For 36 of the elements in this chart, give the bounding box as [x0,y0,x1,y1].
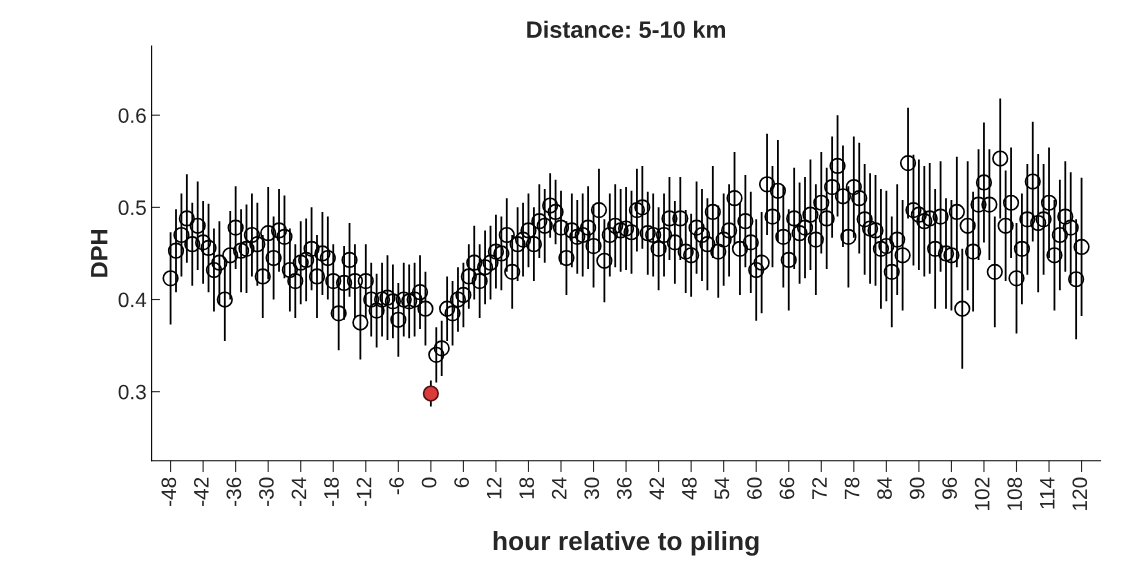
x-tick-label: 54 [714,477,730,500]
x-tick-label: 36 [616,477,632,500]
x-tick-label: 0 [421,477,437,488]
x-tick-label: -48 [161,477,177,506]
x-tick-label: 108 [1007,477,1023,510]
y-tick-label: 0.4 [118,292,147,308]
y-tick-label: 0.3 [118,384,146,400]
x-tick-label: 72 [812,477,827,499]
chart-title: Distance: 5-10 km [527,20,726,38]
y-axis-title: DPH [91,230,108,277]
x-axis-title: hour relative to piling [493,530,759,556]
x-tick-label: 102 [974,477,990,510]
y-tick-label: 0.5 [118,200,146,216]
x-tick-label: 60 [747,477,762,499]
x-tick-label: -30 [259,477,274,506]
x-tick-label: 66 [779,477,795,499]
x-tick-label: 24 [551,477,567,499]
x-tick-label: 96 [942,477,958,499]
x-tick-label: -6 [389,477,404,495]
x-tick-label: 120 [1072,477,1088,510]
x-tick-label: 18 [519,477,535,499]
x-tick-label: 6 [454,477,469,488]
x-tick-label: 30 [584,477,600,500]
x-tick-label: -12 [356,477,372,506]
x-tick-label: 78 [844,477,860,499]
x-tick-label: -36 [226,477,242,506]
x-tick-label: 48 [681,477,697,500]
x-tick-label: -42 [193,477,209,506]
x-tick-label: 42 [649,477,664,500]
x-tick-label: 12 [486,477,502,499]
y-tick-label: 0.6 [118,108,146,123]
x-tick-label: -18 [324,477,339,506]
x-tick-label: 114 [1040,477,1055,509]
x-tick-label: 84 [877,477,892,500]
x-tick-label: -24 [291,477,307,506]
x-tick-label: 90 [909,477,925,499]
